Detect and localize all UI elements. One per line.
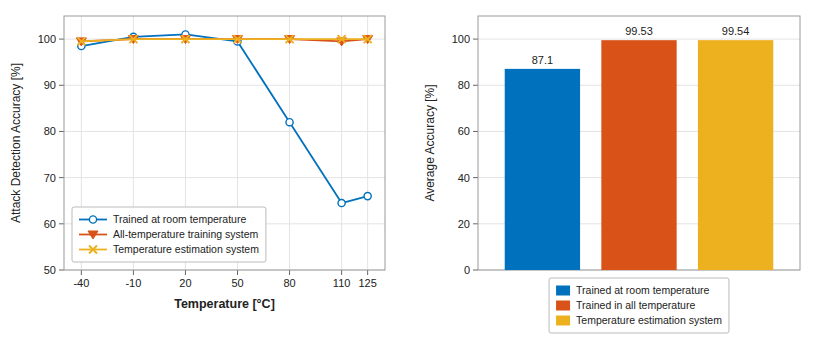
grid-line bbox=[341, 16, 342, 270]
data-label: 99.54 bbox=[722, 25, 750, 37]
point-marker bbox=[181, 35, 189, 43]
legend-swatch bbox=[556, 301, 570, 311]
bar bbox=[698, 40, 773, 270]
tick-mark bbox=[473, 85, 478, 86]
tick-label: 20 bbox=[179, 277, 191, 289]
legend: Trained at room temperature All-temperatu… bbox=[72, 207, 266, 262]
point-marker bbox=[286, 119, 293, 126]
series-line bbox=[81, 39, 367, 41]
tick-label: 50 bbox=[231, 277, 243, 289]
tick-mark bbox=[473, 223, 478, 224]
point-marker bbox=[286, 35, 294, 43]
tick-mark bbox=[59, 131, 64, 132]
point-marker bbox=[338, 199, 345, 206]
legend-box bbox=[549, 278, 729, 333]
tick-mark bbox=[185, 270, 186, 275]
tick-mark bbox=[59, 223, 64, 224]
tick-label: 70 bbox=[44, 172, 56, 184]
tick-label: 80 bbox=[283, 277, 295, 289]
grid-line bbox=[478, 39, 800, 40]
plot-background bbox=[64, 16, 385, 270]
grid-line bbox=[289, 16, 290, 270]
grid-line bbox=[64, 131, 385, 132]
series-line bbox=[81, 39, 367, 41]
tick-mark bbox=[367, 270, 368, 275]
legend-marker bbox=[88, 231, 98, 239]
point-marker bbox=[364, 35, 372, 43]
bar bbox=[601, 40, 676, 270]
legend-label: Trained at room temperature bbox=[113, 213, 246, 225]
tick-mark bbox=[473, 270, 478, 271]
tick-label: 60 bbox=[458, 125, 470, 137]
legend-marker bbox=[89, 216, 96, 223]
legend-box bbox=[72, 207, 266, 262]
axis-label: Attack Detection Accuracy [%] bbox=[9, 63, 23, 223]
tick-label: 100 bbox=[38, 33, 56, 45]
line-chart: 50 60 70 80 90 100 -40 -10 20 50 80 110 125 Temperatu… bbox=[9, 16, 385, 311]
point-marker bbox=[77, 37, 85, 45]
bar-chart: 0 20 40 60 80 100 87.1 99.53 99.54 Average Accura… bbox=[423, 16, 800, 333]
legend-swatch bbox=[556, 316, 570, 326]
data-label: 99.53 bbox=[625, 25, 653, 37]
tick-mark bbox=[133, 270, 134, 275]
tick-label: 80 bbox=[44, 125, 56, 137]
axis-label: Average Accuracy [%] bbox=[423, 84, 437, 201]
tick-label: 125 bbox=[358, 277, 376, 289]
tick-mark bbox=[473, 131, 478, 132]
data-labels: 87.1 99.53 99.54 bbox=[532, 25, 750, 66]
tick-mark bbox=[59, 270, 64, 271]
plot-background bbox=[478, 16, 800, 270]
tick-label: 80 bbox=[458, 79, 470, 91]
plot-data bbox=[505, 40, 774, 270]
legend-label: Trained in all temperature bbox=[576, 299, 695, 311]
bar bbox=[505, 69, 580, 270]
legend-label: All-temperature training system bbox=[113, 228, 259, 240]
tick-label: -40 bbox=[73, 277, 89, 289]
legend-label: Temperature estimation system bbox=[576, 314, 722, 326]
plot-data bbox=[76, 31, 372, 207]
figure: 50 60 70 80 90 100 -40 -10 20 50 80 110 125 Temperatu… bbox=[0, 0, 816, 352]
tick-mark bbox=[81, 270, 82, 275]
point-marker bbox=[364, 193, 371, 200]
legend-marker bbox=[89, 246, 97, 254]
legend-label: Trained at room temperature bbox=[576, 284, 709, 296]
plot-frame bbox=[478, 16, 800, 270]
tick-label: 110 bbox=[333, 277, 351, 289]
tick-mark bbox=[473, 39, 478, 40]
axis-label: Temperature [°C] bbox=[174, 297, 275, 311]
tick-label: 0 bbox=[464, 264, 470, 276]
tick-mark bbox=[237, 270, 238, 275]
legend: Trained at room temperature Trained in al… bbox=[549, 278, 729, 333]
point-marker bbox=[129, 35, 137, 43]
tick-mark bbox=[59, 177, 64, 178]
tick-label: -10 bbox=[125, 277, 141, 289]
tick-label: 100 bbox=[452, 33, 470, 45]
tick-mark bbox=[59, 85, 64, 86]
tick-mark bbox=[59, 39, 64, 40]
tick-label: 50 bbox=[44, 264, 56, 276]
tick-mark bbox=[473, 177, 478, 178]
data-label: 87.1 bbox=[532, 54, 553, 66]
legend-label: Temperature estimation system bbox=[113, 243, 259, 255]
tick-label: 60 bbox=[44, 218, 56, 230]
plot-frame bbox=[64, 16, 385, 270]
tick-mark bbox=[341, 270, 342, 275]
grid-line bbox=[64, 85, 385, 86]
point-marker bbox=[234, 35, 242, 43]
tick-label: 40 bbox=[458, 172, 470, 184]
series-line bbox=[81, 34, 367, 203]
point-marker bbox=[338, 35, 346, 43]
grid-line bbox=[64, 177, 385, 178]
legend-swatch bbox=[556, 286, 570, 296]
tick-label: 20 bbox=[458, 218, 470, 230]
grid-line bbox=[367, 16, 368, 270]
tick-mark bbox=[289, 270, 290, 275]
tick-label: 90 bbox=[44, 79, 56, 91]
